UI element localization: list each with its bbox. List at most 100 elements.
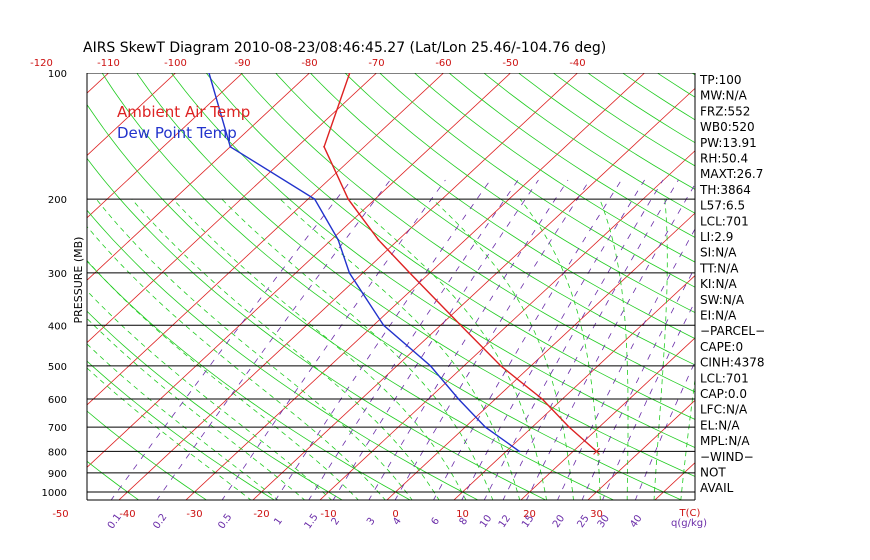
mixing-ratio-tick-label: 0.2 (151, 512, 169, 531)
bottom-temp-tick-label: -40 (119, 509, 135, 520)
index-item: EI:N/A (700, 309, 737, 323)
pressure-tick-label: 900 (48, 469, 67, 480)
dry-adiabat-line (379, 73, 695, 288)
index-item: WB0:520 (700, 120, 755, 134)
moist-adiabat-line (87, 367, 252, 500)
index-item: AVAIL (700, 481, 734, 495)
dewpoint-point (457, 398, 460, 400)
mixing-ratio-tick-label: 10 (478, 513, 494, 530)
mixing-ratio-line (332, 179, 539, 500)
dewpoint-point (348, 272, 351, 274)
bottom-temp-tick-label: -30 (186, 509, 202, 520)
index-item: −PARCEL− (700, 324, 765, 338)
dry-adiabat-line (87, 157, 547, 500)
isotherm-line (252, 87, 695, 500)
isotherm-line (87, 73, 512, 468)
index-item: LCL:701 (700, 214, 749, 228)
mixing-ratio-tick-label: 20 (551, 513, 567, 530)
mixing-ratio-tick-label: 8 (458, 516, 471, 528)
mixing-ratio-line (526, 183, 695, 500)
moist-adiabat-line (87, 225, 386, 500)
dry-adiabat-line (587, 73, 695, 144)
index-item: −WIND− (700, 450, 754, 464)
isotherm-line (587, 399, 695, 500)
index-item: SI:N/A (700, 246, 737, 260)
dry-adiabat-line (136, 73, 695, 477)
top-temp-tick-label: -120 (30, 58, 53, 69)
dry-adiabat-line (483, 73, 695, 214)
pressure-tick-label: 800 (48, 447, 67, 458)
isotherm-line (87, 73, 311, 281)
dry-adiabat-line (87, 410, 208, 500)
mixing-ratio-tick-label: 12 (497, 513, 513, 530)
mixing-ratio-tick-label: 0.5 (216, 512, 234, 531)
mixing-ratio-tick-label: 6 (429, 516, 442, 528)
index-item: LI:2.9 (700, 230, 733, 244)
mixing-ratio-line (634, 360, 695, 500)
dewpoint-point (313, 198, 316, 201)
index-item: KI:N/A (700, 277, 737, 291)
dry-adiabat-line (171, 73, 695, 449)
dry-adiabat-line (691, 73, 695, 76)
dry-adiabat-line (448, 73, 695, 238)
index-item: LFC:N/A (700, 403, 748, 417)
isotherm-line (654, 462, 695, 500)
dewpoint-line (208, 73, 520, 452)
dry-adiabat-line (87, 310, 343, 500)
mixing-ratio-tick-label: 1 (272, 516, 285, 528)
dewpoint-point (229, 145, 232, 148)
top-temp-tick-label: -110 (97, 58, 120, 69)
index-item: PW:13.91 (700, 136, 757, 150)
isotherm-line (453, 274, 695, 500)
bottom-temp-tick-label: 10 (456, 509, 469, 520)
mixing-ratio-line (368, 179, 569, 500)
bottom-temp-tick-label: -50 (52, 509, 68, 520)
ambient-temp-point (408, 272, 411, 274)
moist-adiabat-line (221, 198, 494, 500)
dewpoint-point (429, 364, 432, 367)
chart-title: AIRS SkewT Diagram 2010-08-23/08:46:45.2… (83, 40, 606, 56)
top-temp-tick-label: -80 (301, 58, 317, 69)
ambient-temp-point (459, 324, 462, 327)
index-item: TH:3864 (699, 183, 751, 197)
mixing-ratio-line (394, 179, 591, 500)
dry-adiabat-line (87, 103, 615, 500)
mixing-ratio-line (581, 266, 695, 500)
dewpoint-point (337, 238, 340, 241)
legend-ambient-temp: Ambient Air Temp (117, 103, 250, 121)
series-group (208, 73, 600, 455)
isotherm-line (87, 73, 378, 344)
dewpoint-point (208, 73, 210, 74)
moist-adiabat-line (87, 290, 333, 500)
top-temp-tick-label: -40 (569, 58, 585, 69)
pressure-tick-label: 700 (48, 423, 67, 434)
dewpoint-point (484, 426, 487, 428)
top-temp-tick-label: -60 (435, 58, 451, 69)
dry-adiabat-line (87, 360, 276, 500)
ambient-temp-point (499, 364, 502, 367)
ambient-temp-point (323, 145, 325, 148)
moist-adiabat-line (172, 198, 467, 500)
dry-adiabat-line (205, 73, 695, 420)
bottom-temp-tick-label: 0 (392, 509, 398, 520)
mixing-ratio-tick-label: 3 (365, 516, 378, 528)
x-axis-label: T(C) (679, 508, 701, 519)
moist-adiabat-line (519, 198, 601, 500)
index-item: CAP:0.0 (700, 387, 747, 401)
index-item: TP:100 (699, 73, 742, 87)
isotherm-line (185, 73, 646, 500)
dry-adiabat-line (344, 73, 695, 314)
mixing-ratio-line (557, 228, 695, 500)
pressure-tick-label: 200 (48, 195, 67, 206)
dry-adiabat-line (87, 209, 479, 500)
index-item: EL:N/A (700, 418, 740, 432)
pressure-tick-label: 500 (48, 362, 67, 373)
moist-adiabat-line (279, 198, 521, 500)
index-item: L57:6.5 (700, 199, 745, 213)
ambient-temp-point (541, 398, 544, 400)
index-item: CAPE:0 (700, 340, 743, 354)
moist-adiabat-line (653, 199, 668, 500)
index-item: MAXT:26.7 (700, 167, 763, 181)
mixing-ratio-line (308, 179, 519, 500)
